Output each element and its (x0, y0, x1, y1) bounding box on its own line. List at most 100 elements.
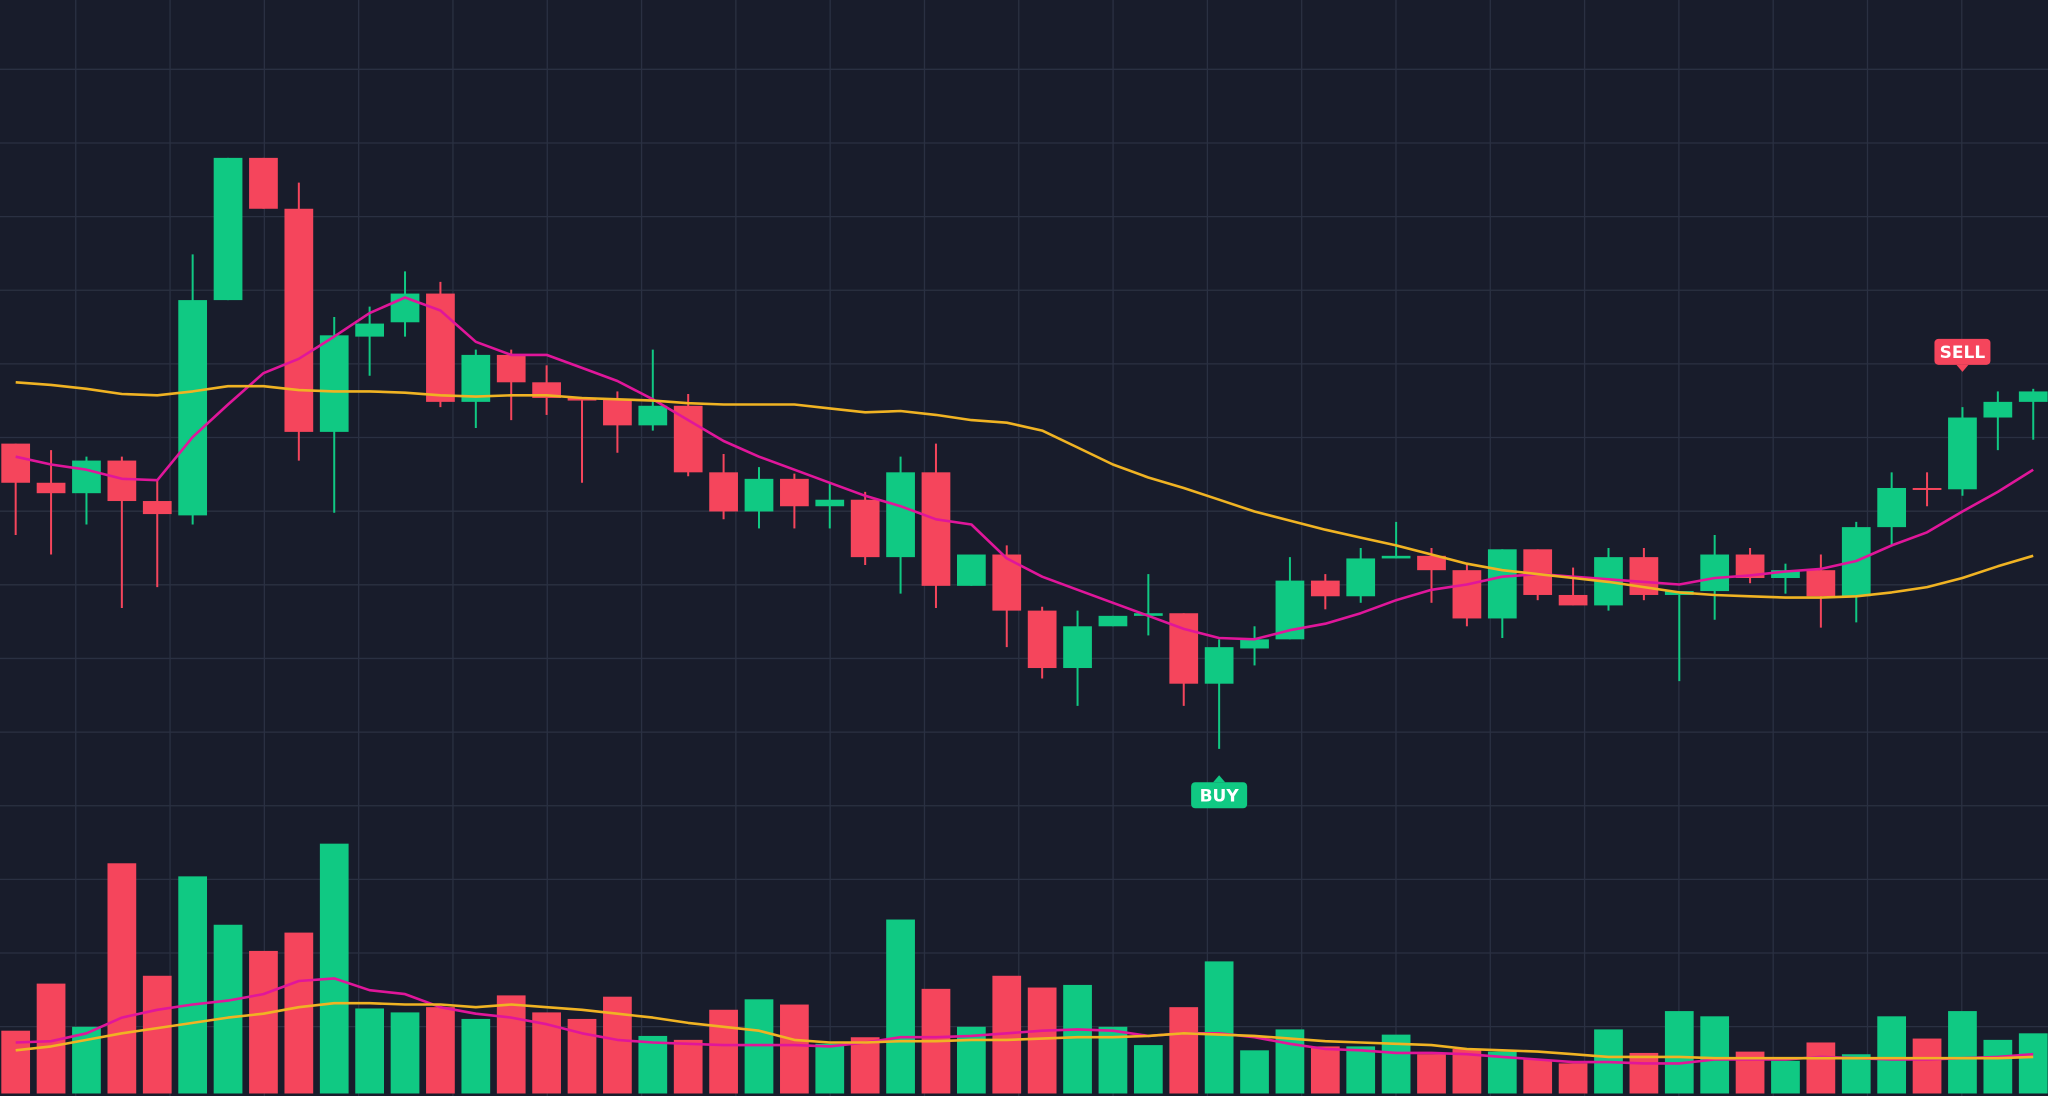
signal-label: BUY (1200, 786, 1240, 806)
candle-body (36, 482, 66, 494)
candle-body (921, 472, 951, 586)
candle-body (1771, 570, 1800, 579)
signal-badge (1934, 338, 1991, 365)
volume-bar (1204, 961, 1234, 1094)
volume-bar (1912, 1038, 1942, 1094)
volume-bar (355, 1008, 384, 1094)
volume-bar (673, 1039, 703, 1094)
candle-body (815, 499, 845, 507)
volume-bar (2018, 1033, 2048, 1094)
volume-bar (1310, 1046, 1340, 1094)
candle-body (638, 405, 668, 426)
signal-badge (1191, 782, 1248, 809)
volume-bar (1063, 984, 1092, 1094)
moving-average (15, 296, 2034, 641)
moving-average (15, 381, 2034, 599)
volume-bar (107, 863, 137, 1094)
candle-body (1381, 555, 1411, 559)
candle-body (1983, 401, 2013, 418)
candle-body (1700, 554, 1730, 592)
volume-bar (1983, 1039, 2013, 1094)
volume-bar (1841, 1054, 1871, 1094)
volume-bar (178, 876, 208, 1094)
candle-body (1098, 615, 1128, 627)
candle-body (1806, 570, 1836, 597)
candle-body (744, 478, 774, 512)
volume-bar (1240, 1050, 1269, 1094)
volume-bar (850, 1037, 880, 1094)
moving-average (15, 977, 2034, 1065)
volume-bar (638, 1035, 668, 1094)
volume-bar (1700, 1016, 1730, 1094)
candle-body (1735, 554, 1765, 579)
volume-bar (213, 924, 243, 1094)
volume-bar (1452, 1049, 1482, 1094)
volume-bar (319, 843, 349, 1094)
candle-body (1063, 626, 1092, 669)
candle-body (1912, 487, 1942, 490)
volume-bar (426, 1007, 455, 1094)
volume-bar (249, 950, 278, 1094)
volume-bar (709, 1009, 738, 1094)
volume-bar (815, 1043, 845, 1094)
volume-bar (1133, 1045, 1163, 1094)
candle-body (1487, 549, 1517, 619)
candle-body (2018, 391, 2048, 402)
candle-body (178, 300, 208, 516)
candle-body (461, 354, 491, 402)
signals: BUY SELL (1191, 338, 1991, 809)
candle-body (1452, 570, 1482, 619)
candle-body (603, 399, 632, 426)
candle-body (1027, 610, 1057, 669)
moving-average (15, 1001, 2034, 1060)
volume-pane (1, 843, 2048, 1094)
candle-body (496, 354, 526, 383)
volume-bar (142, 975, 172, 1094)
volume-bar (1558, 1063, 1588, 1094)
volume-bar (1169, 1007, 1199, 1094)
candle-body (284, 208, 314, 432)
volume-bar (1806, 1042, 1836, 1094)
candle-body (1204, 647, 1234, 684)
candle-body (72, 460, 101, 494)
candle-body (673, 405, 703, 473)
volume-bar (1346, 1046, 1376, 1094)
candle-body (709, 472, 738, 512)
candle-body (1417, 555, 1446, 571)
candle-body (1, 443, 31, 483)
volume-bar (886, 919, 915, 1094)
candle-body (107, 460, 137, 502)
candle-body (249, 157, 278, 209)
volume-bar (1771, 1060, 1800, 1094)
candle-body (1346, 558, 1376, 597)
volume-bar (1, 1030, 31, 1094)
volume-bar (1877, 1016, 1907, 1094)
volume-bar (1523, 1059, 1553, 1094)
volume-bar (603, 996, 632, 1094)
volume-bar (390, 1012, 420, 1094)
volume-bar (1629, 1052, 1659, 1094)
signal-pointer (1956, 364, 1969, 372)
volume-bar (284, 932, 314, 1094)
volume-bar (956, 1026, 986, 1094)
candle-body (780, 478, 809, 507)
volume-bar (1027, 987, 1057, 1094)
candle-body (1310, 580, 1340, 597)
volume-bar (461, 1018, 491, 1094)
candle-body (1240, 639, 1269, 649)
candle-body (1558, 594, 1588, 606)
volume-bar (496, 995, 526, 1094)
candle-body (319, 335, 349, 432)
candle-body (355, 323, 384, 337)
candle-body (886, 472, 915, 558)
candle-body (1877, 487, 1907, 528)
signal-pointer (1213, 775, 1226, 783)
candle-body (213, 157, 243, 301)
candle-body (956, 554, 986, 586)
volume-bar (1417, 1054, 1446, 1094)
volume-bar (780, 1004, 809, 1094)
volume-bar (1664, 1011, 1694, 1094)
volume-bar (1948, 1011, 1977, 1094)
